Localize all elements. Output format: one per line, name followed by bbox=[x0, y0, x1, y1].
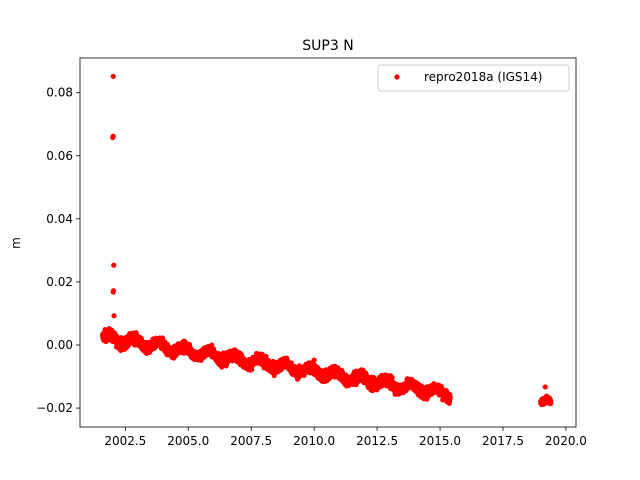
data-point bbox=[447, 394, 453, 401]
x-tick-label: 2012.5 bbox=[356, 434, 398, 448]
x-tick-label: 2005.0 bbox=[167, 434, 209, 448]
x-tick-label: 2017.5 bbox=[482, 434, 524, 448]
legend-label: repro2018a (IGS14) bbox=[424, 70, 542, 84]
data-point bbox=[548, 400, 554, 406]
x-tick-label: 2002.5 bbox=[104, 434, 146, 448]
y-tick-label: 0.04 bbox=[46, 212, 73, 226]
x-tick-label: 2007.5 bbox=[230, 434, 272, 448]
chart-title: SUP3 N bbox=[302, 38, 353, 54]
legend: repro2018a (IGS14) bbox=[377, 64, 570, 92]
data-point-outlier bbox=[311, 357, 317, 363]
x-tick-label: 2015.0 bbox=[419, 434, 461, 448]
data-point-outlier bbox=[542, 384, 548, 390]
legend-box bbox=[377, 64, 570, 92]
x-tick-label: 2010.0 bbox=[293, 434, 335, 448]
data-point-outlier bbox=[110, 289, 116, 295]
plot-frame bbox=[79, 57, 577, 428]
x-axis: 2002.5 2005.0 2007.5 2010.0 2012.5 2015.0 2017… bbox=[104, 427, 587, 448]
data-point-outlier bbox=[110, 73, 116, 79]
y-axis-label: m bbox=[9, 237, 23, 249]
y-tick-label: 0.08 bbox=[46, 86, 73, 100]
y-tick-label: 0.00 bbox=[46, 338, 73, 352]
y-tick-label: 0.02 bbox=[46, 275, 73, 289]
legend-marker bbox=[394, 74, 400, 80]
y-axis: −0.02 0.00 0.02 0.04 0.06 0.08 bbox=[36, 86, 80, 415]
y-tick-label: −0.02 bbox=[36, 401, 73, 415]
data-point-outlier bbox=[111, 262, 117, 268]
data-point-outlier bbox=[111, 313, 117, 319]
y-tick-label: 0.06 bbox=[46, 149, 73, 163]
data-point bbox=[160, 335, 166, 341]
x-tick-label: 2020.0 bbox=[545, 434, 587, 448]
data-point-outlier bbox=[110, 134, 116, 141]
data-point bbox=[249, 366, 255, 373]
plot-area bbox=[100, 73, 554, 408]
